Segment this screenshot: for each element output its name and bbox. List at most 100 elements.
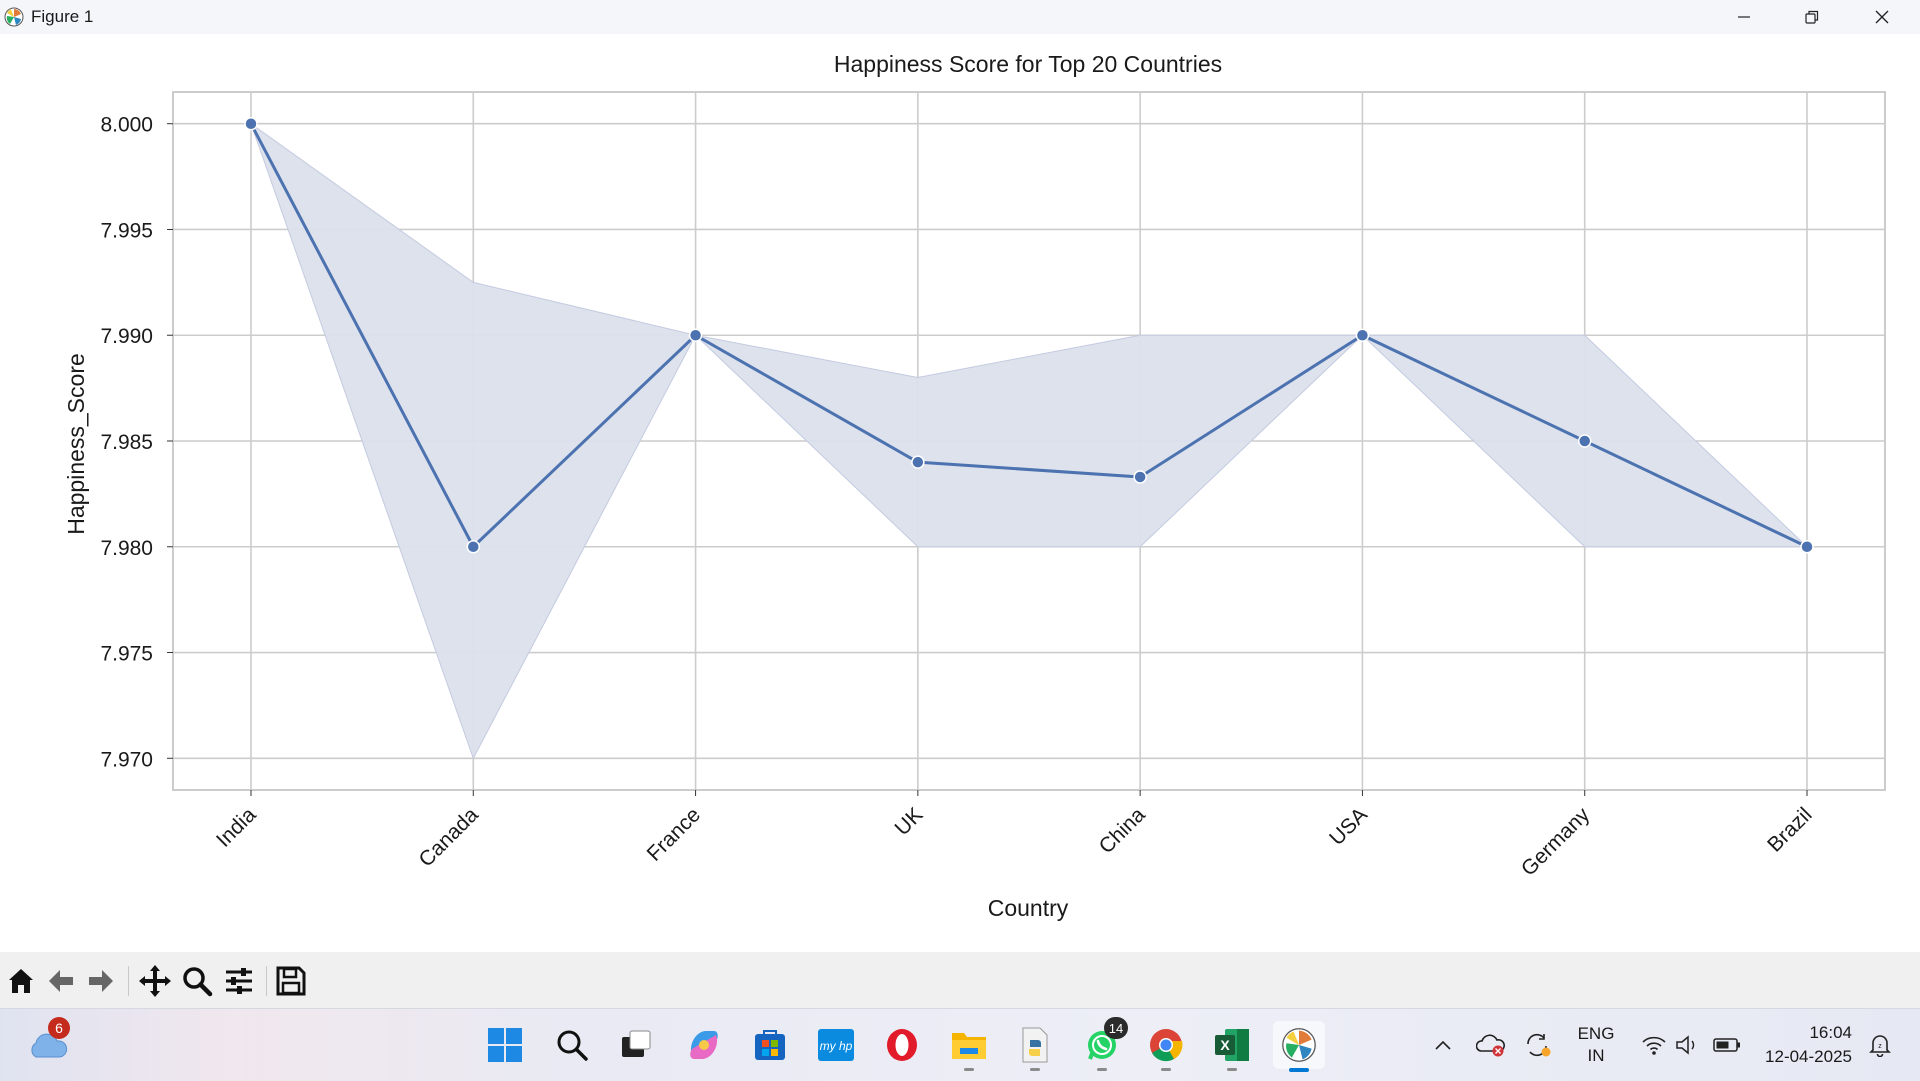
taskbar-matplotlib-figure[interactable] xyxy=(1273,1021,1325,1072)
microsoft-store-icon xyxy=(755,1030,785,1060)
x-tick-label: India xyxy=(212,803,261,852)
y-tick-label: 7.980 xyxy=(100,537,153,560)
zoom-button[interactable] xyxy=(178,962,216,1000)
y-tick-label: 8.000 xyxy=(100,114,153,137)
y-tick-labels: 7.970 7.975 7.980 7.985 7.990 7.995 8.000 xyxy=(100,114,173,771)
data-point xyxy=(1800,540,1814,554)
taskbar-python-idle[interactable] xyxy=(1011,1021,1059,1071)
y-tick-label: 7.985 xyxy=(100,431,153,454)
data-point xyxy=(1133,470,1147,484)
windows-start-icon xyxy=(488,1028,522,1062)
myhp-icon: my hp xyxy=(818,1029,854,1061)
forward-arrow-icon xyxy=(89,970,113,992)
running-indicator xyxy=(1097,1068,1107,1071)
onedrive-error-icon xyxy=(1476,1034,1505,1057)
series-line xyxy=(249,123,1808,549)
excel-icon: X xyxy=(1215,1029,1249,1061)
configure-subplots-button[interactable] xyxy=(220,962,258,1000)
taskbar-copilot[interactable] xyxy=(680,1021,728,1069)
x-tick-label: France xyxy=(643,803,705,865)
taskbar-opera[interactable] xyxy=(878,1021,926,1069)
language-indicator[interactable]: ENG IN xyxy=(1577,1024,1615,1065)
close-button[interactable] xyxy=(1848,0,1916,34)
restore-icon xyxy=(1805,10,1819,24)
close-icon xyxy=(1875,10,1889,24)
clock[interactable]: 16:04 12-04-2025 xyxy=(1756,1009,1852,1081)
configure-subplots-icon xyxy=(226,968,252,994)
home-icon xyxy=(9,969,33,993)
pan-icon xyxy=(139,965,171,997)
taskbar-whatsapp[interactable]: 14 xyxy=(1078,1017,1128,1071)
network-status[interactable] xyxy=(1636,1009,1672,1081)
whatsapp-icon xyxy=(1088,1031,1116,1060)
data-point xyxy=(911,455,925,469)
chevron-up-icon xyxy=(1435,1040,1451,1050)
notification-center-button[interactable]: z xyxy=(1860,1009,1900,1081)
taskbar-microsoft-store[interactable] xyxy=(746,1021,794,1069)
running-indicator xyxy=(1161,1068,1171,1071)
sync-status[interactable] xyxy=(1521,1009,1555,1081)
task-view-button[interactable] xyxy=(612,1021,660,1069)
x-tick-label: China xyxy=(1095,803,1150,858)
clock-date: 12-04-2025 xyxy=(1765,1047,1852,1066)
zoom-icon xyxy=(183,967,213,997)
minimize-button[interactable] xyxy=(1710,0,1778,34)
figure-canvas[interactable]: 7.970 7.975 7.980 7.985 7.990 7.995 8.000 Indi… xyxy=(0,34,1920,952)
data-point xyxy=(1577,434,1592,448)
wifi-icon xyxy=(1642,1036,1666,1055)
confidence-band xyxy=(250,122,1809,760)
opera-icon xyxy=(887,1029,917,1061)
back-arrow-icon xyxy=(49,970,73,992)
x-axis-label: Country xyxy=(988,895,1069,921)
speaker-icon xyxy=(1676,1035,1695,1055)
matplotlib-logo-icon xyxy=(1282,1028,1316,1062)
copilot-icon xyxy=(690,1031,718,1059)
title-bar: Figure 1 xyxy=(0,0,1920,34)
save-icon xyxy=(276,966,306,996)
back-button[interactable] xyxy=(42,962,80,1000)
taskbar-file-explorer[interactable] xyxy=(945,1021,993,1071)
chrome-icon xyxy=(1150,1029,1183,1062)
taskbar-search[interactable] xyxy=(548,1021,596,1069)
data-point xyxy=(688,328,703,342)
weather-badge: 6 xyxy=(48,1017,70,1039)
y-tick-label: 7.995 xyxy=(100,219,153,242)
x-tick-label: UK xyxy=(890,803,927,840)
onedrive-status[interactable] xyxy=(1474,1009,1508,1081)
x-tick-labels: India Canada France UK China USA Germany Brazil xyxy=(212,790,1817,881)
forward-button[interactable] xyxy=(82,962,120,1000)
running-indicator xyxy=(1227,1068,1237,1071)
whatsapp-badge: 14 xyxy=(1104,1017,1128,1039)
windows-taskbar: 6 my hp 14 X xyxy=(0,1008,1920,1081)
battery-status[interactable] xyxy=(1710,1009,1744,1081)
running-indicator xyxy=(1030,1068,1040,1071)
task-view-icon xyxy=(622,1030,651,1057)
home-button[interactable] xyxy=(2,962,40,1000)
data-points xyxy=(244,116,1814,554)
taskbar-myhp[interactable]: my hp xyxy=(812,1021,860,1069)
taskbar-excel[interactable]: X xyxy=(1208,1021,1256,1071)
sync-icon xyxy=(1527,1033,1551,1057)
taskbar-chrome[interactable] xyxy=(1142,1021,1190,1071)
volume-control[interactable] xyxy=(1672,1009,1702,1081)
restore-button[interactable] xyxy=(1778,0,1846,34)
pan-button[interactable] xyxy=(136,962,174,1000)
file-explorer-icon xyxy=(952,1033,986,1059)
y-tick-label: 7.975 xyxy=(100,643,153,666)
battery-icon xyxy=(1713,1038,1740,1052)
weather-widget[interactable]: 6 xyxy=(24,1017,72,1069)
show-hidden-icons-button[interactable] xyxy=(1428,1009,1458,1081)
clock-time: 16:04 xyxy=(1809,1023,1852,1042)
svg-text:my hp: my hp xyxy=(820,1039,853,1053)
start-button[interactable] xyxy=(481,1021,529,1069)
toolbar-separator xyxy=(266,966,267,996)
svg-text:z: z xyxy=(1878,1043,1882,1050)
x-tick-label: Germany xyxy=(1517,803,1595,881)
save-button[interactable] xyxy=(272,962,310,1000)
active-indicator xyxy=(1289,1068,1309,1072)
svg-text:X: X xyxy=(1220,1037,1230,1053)
window-title: Figure 1 xyxy=(31,7,94,26)
toolbar-separator xyxy=(128,966,129,996)
notification-bell-icon: z xyxy=(1869,1035,1891,1057)
data-point xyxy=(244,116,258,131)
